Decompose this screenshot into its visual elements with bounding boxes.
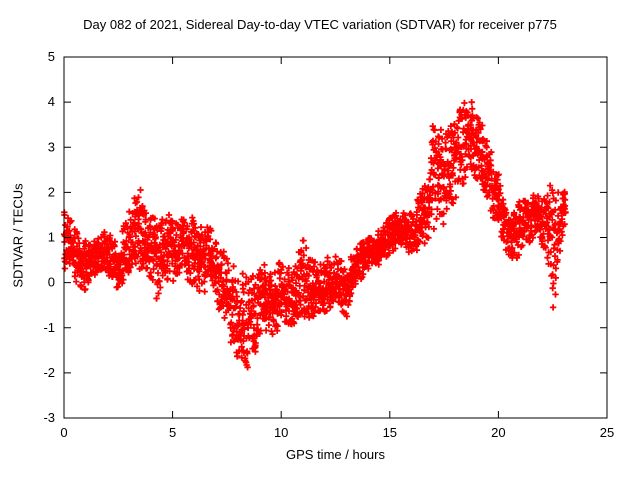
svg-text:5: 5 bbox=[48, 49, 55, 64]
svg-text:1: 1 bbox=[48, 230, 55, 245]
svg-text:2: 2 bbox=[48, 184, 55, 199]
svg-text:4: 4 bbox=[48, 94, 55, 109]
svg-text:15: 15 bbox=[383, 425, 397, 440]
svg-text:-1: -1 bbox=[43, 320, 55, 335]
y-axis-label: SDTVAR / TECUs bbox=[10, 183, 26, 288]
svg-text:3: 3 bbox=[48, 139, 55, 154]
svg-text:0: 0 bbox=[48, 275, 55, 290]
svg-text:5: 5 bbox=[169, 425, 176, 440]
chart-title: Day 082 of 2021, Sidereal Day-to-day VTE… bbox=[83, 17, 557, 32]
x-axis-label: GPS time / hours bbox=[286, 447, 385, 462]
svg-text:0: 0 bbox=[60, 425, 67, 440]
svg-text:20: 20 bbox=[491, 425, 505, 440]
svg-text:25: 25 bbox=[600, 425, 614, 440]
svg-text:10: 10 bbox=[274, 425, 288, 440]
svg-text:-3: -3 bbox=[43, 410, 55, 425]
svg-text:-2: -2 bbox=[43, 365, 55, 380]
